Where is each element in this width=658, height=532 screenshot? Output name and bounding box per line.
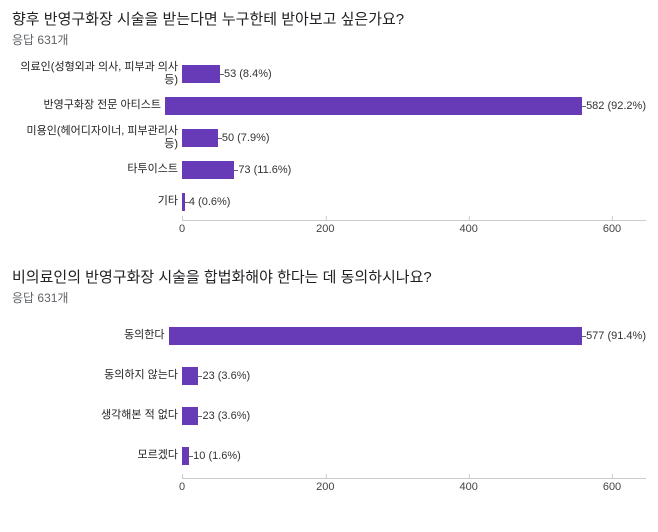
bar-value-label: 23 (3.6%): [202, 370, 250, 382]
bar-row: 의료인(성형외과 의사, 피부과 의사 등) 53 (8.4%): [12, 60, 646, 88]
bar-row: 동의하지 않는다 23 (3.6%): [12, 358, 646, 394]
bar-value-label: 4 (0.6%): [189, 196, 231, 208]
chart-2-x-axis: 0 200 400 600: [182, 478, 646, 502]
chart-1-subtitle: 응답 631개: [12, 31, 646, 48]
bar: [165, 97, 582, 115]
bar-row: 동의한다 577 (91.4%): [12, 318, 646, 354]
axis-tick: 200: [316, 221, 334, 235]
bar-area: 10 (1.6%): [182, 438, 646, 474]
bar-row: 반영구화장 전문 아티스트 582 (92.2%): [12, 92, 646, 120]
bar-category-label: 동의하지 않는다: [12, 369, 182, 382]
bar-value-label: 23 (3.6%): [202, 410, 250, 422]
axis-tick: 0: [179, 479, 185, 493]
axis-tick-label: 600: [603, 223, 621, 235]
bar-area: 23 (3.6%): [182, 358, 646, 394]
chart-2-title: 비의료인의 반영구화장 시술을 합법화해야 한다는 데 동의하시나요?: [12, 266, 646, 287]
axis-tick: 200: [316, 479, 334, 493]
bar-area: 53 (8.4%): [182, 60, 646, 88]
axis-tick: 0: [179, 221, 185, 235]
bar-value-label: 577 (91.4%): [586, 330, 646, 342]
bar-category-label: 생각해본 적 없다: [12, 409, 182, 422]
bar: [169, 327, 583, 345]
chart-1-body: 의료인(성형외과 의사, 피부과 의사 등) 53 (8.4%) 반영구화장 전문 …: [12, 60, 646, 244]
bar: [182, 65, 220, 83]
axis-tick-label: 400: [459, 481, 477, 493]
bar-area: 23 (3.6%): [182, 398, 646, 434]
chart-1-x-axis: 0 200 400 600: [182, 220, 646, 244]
bar-area: 73 (11.6%): [182, 156, 646, 184]
bar: [182, 447, 189, 465]
axis-tick: 600: [603, 221, 621, 235]
bar-category-label: 미용인(헤어디자이너, 피부관리사 등): [12, 125, 182, 151]
bar: [182, 161, 234, 179]
bar-row: 모르겠다 10 (1.6%): [12, 438, 646, 474]
bar: [182, 407, 198, 425]
bar-value-label: 10 (1.6%): [193, 450, 241, 462]
chart-2-body: 동의한다577 (91.4%)동의하지 않는다23 (3.6%)생각해본 적 없…: [12, 318, 646, 502]
axis-tick-label: 0: [179, 223, 185, 235]
bar: [182, 129, 218, 147]
chart-1-title: 향후 반영구화장 시술을 받는다면 누구한테 받아보고 싶은가요?: [12, 8, 646, 29]
bar-category-label: 반영구화장 전문 아티스트: [12, 99, 165, 112]
bar-value-label: 582 (92.2%): [586, 100, 646, 112]
bar: [182, 367, 198, 385]
chart-2-subtitle: 응답 631개: [12, 289, 646, 306]
bar-value-label: 50 (7.9%): [222, 132, 270, 144]
axis-tick-label: 400: [459, 223, 477, 235]
axis-tick: 600: [603, 479, 621, 493]
bar-category-label: 기타: [12, 195, 182, 208]
bar-category-label: 의료인(성형외과 의사, 피부과 의사 등): [12, 61, 182, 87]
axis-tick-label: 200: [316, 223, 334, 235]
bar-area: 50 (7.9%): [182, 124, 646, 152]
bar-row: 미용인(헤어디자이너, 피부관리사 등) 50 (7.9%): [12, 124, 646, 152]
axis-tick: 400: [459, 479, 477, 493]
bar-value-label: 53 (8.4%): [224, 68, 272, 80]
bar-area: 582 (92.2%): [165, 92, 646, 120]
bar-row: 생각해본 적 없다 23 (3.6%): [12, 398, 646, 434]
chart-2: 비의료인의 반영구화장 시술을 합법화해야 한다는 데 동의하시나요? 응답 6…: [12, 266, 646, 502]
bar-row: 타투이스트 73 (11.6%): [12, 156, 646, 184]
axis-tick: 400: [459, 221, 477, 235]
bar-area: 577 (91.4%): [169, 318, 646, 354]
bar-category-label: 동의한다: [12, 329, 169, 342]
axis-tick-label: 200: [316, 481, 334, 493]
axis-tick-label: 0: [179, 481, 185, 493]
bar-category-label: 타투이스트: [12, 163, 182, 176]
bar-value-label: 73 (11.6%): [238, 164, 291, 176]
bar-category-label: 모르겠다: [12, 449, 182, 462]
bar-area: 4 (0.6%): [182, 188, 646, 216]
axis-tick-label: 600: [603, 481, 621, 493]
bar-row: 기타 4 (0.6%): [12, 188, 646, 216]
chart-1: 향후 반영구화장 시술을 받는다면 누구한테 받아보고 싶은가요? 응답 631…: [12, 8, 646, 244]
